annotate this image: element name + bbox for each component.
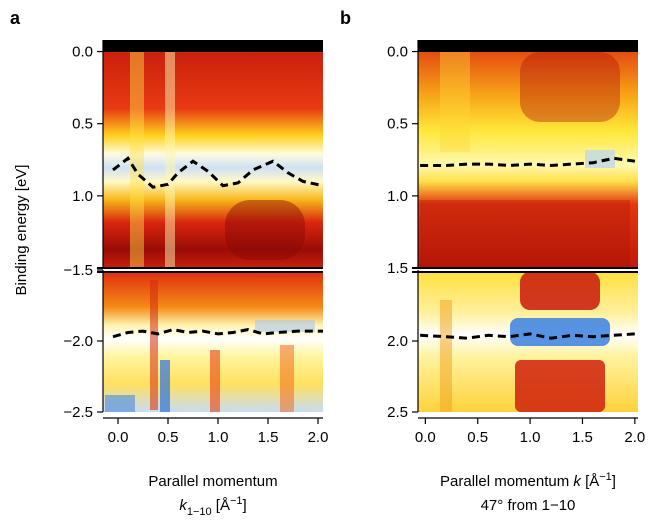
dashed-line [112, 156, 324, 189]
label-part: ] [243, 497, 247, 514]
x-tick-label: 0.0 [108, 429, 129, 446]
panel-label: a [10, 8, 21, 28]
x-axis-label: Parallel momentum [148, 473, 277, 490]
x-tick-label: 2.0 [624, 429, 645, 446]
x-tick-label: 1.0 [520, 429, 541, 446]
heatmap-b [418, 40, 638, 412]
x-axis-label: Parallel momentum k [Å−1] [440, 471, 616, 490]
y-tick-label: 1.0 [72, 188, 93, 205]
label-part: [Å [212, 497, 230, 514]
x-tick-label: 0.5 [158, 429, 179, 446]
label-part: 47° from 1−10 [481, 497, 576, 514]
label-part: k [179, 497, 188, 514]
y-tick-label: 1.5 [387, 260, 408, 277]
label-part: k [573, 473, 582, 490]
panel-label: b [340, 8, 351, 28]
label-part: −1 [230, 495, 243, 507]
y-tick-label: 0.0 [387, 44, 408, 61]
y-tick-label: 1.0 [387, 188, 408, 205]
y-axis-label: Binding energy [eV] [13, 165, 30, 296]
label-part: ] [612, 473, 616, 490]
y-tick-label: 0.5 [387, 116, 408, 133]
dashed-line [420, 332, 635, 340]
y-tick-label: 0.5 [72, 116, 93, 133]
x-tick-label: 1.5 [572, 429, 593, 446]
x-tick-label: 0.0 [415, 429, 436, 446]
label-part: −1 [599, 471, 612, 483]
y-tick-label: −2.0 [63, 333, 93, 350]
x-tick-label: 2.0 [308, 429, 329, 446]
label-part: [Å [581, 473, 599, 490]
x-tick-label: 1.5 [258, 429, 279, 446]
label-part: Parallel momentum [440, 473, 573, 490]
x-axis-label: k1−10 [Å−1] [179, 495, 246, 517]
y-tick-label: −2.5 [63, 404, 93, 421]
dashed-line [112, 328, 323, 339]
label-part: Parallel momentum [148, 473, 277, 490]
label-part: 1−10 [187, 506, 212, 517]
x-tick-label: 1.0 [208, 429, 229, 446]
heatmap-a [103, 40, 323, 412]
x-tick-label: 0.5 [467, 429, 488, 446]
y-tick-label: 2.0 [387, 333, 408, 350]
y-tick-label: 0.0 [72, 44, 93, 61]
x-axis-label: 47° from 1−10 [481, 497, 576, 514]
y-tick-label: 2.5 [387, 404, 408, 421]
y-tick-label: −1.5 [63, 262, 93, 279]
dashed-line [420, 156, 636, 168]
